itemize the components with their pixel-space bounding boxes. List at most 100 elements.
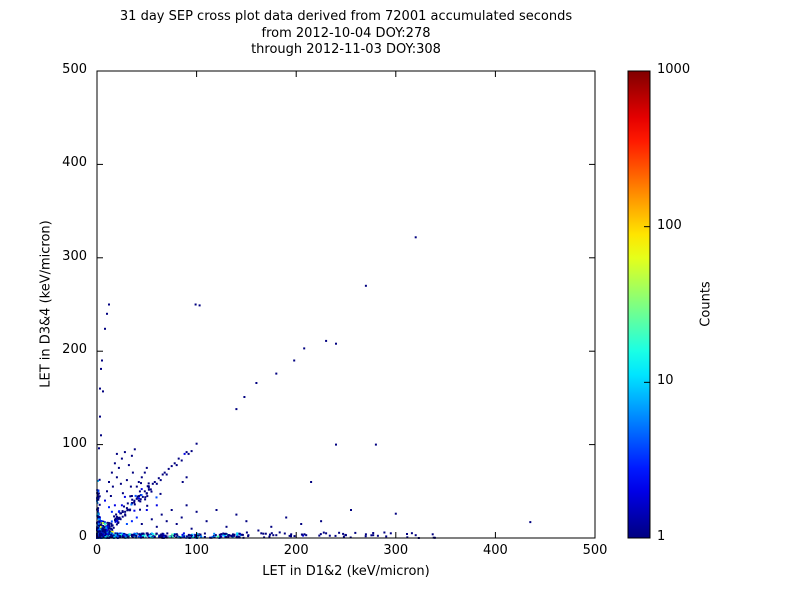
data-point [128,533,131,536]
data-point [98,495,101,498]
data-point [98,447,100,450]
data-point [238,532,241,535]
data-point [334,534,337,537]
data-point [119,532,122,535]
data-point [138,490,141,493]
chart-title: 31 day SEP cross plot data derived from … [119,9,573,24]
data-point [195,510,198,513]
data-point [137,481,140,483]
data-point [137,499,140,502]
data-point [164,535,167,538]
data-point [97,498,100,501]
data-point [102,525,105,527]
data-point [205,520,208,523]
data-point [163,471,166,474]
data-point [161,473,164,476]
data-point [102,536,105,539]
data-point [155,482,158,485]
data-point [123,505,125,508]
data-point [414,534,417,537]
data-point [219,535,222,538]
data-point [303,347,306,350]
data-point [260,532,263,535]
data-point [160,533,163,536]
data-point [114,519,117,522]
data-point [224,532,227,535]
data-point [142,536,144,539]
data-point [303,533,306,536]
data-point [120,532,123,535]
data-point [113,504,116,507]
data-point [301,533,304,536]
data-point [116,532,119,535]
data-point [97,496,100,499]
data-point [180,516,183,519]
data-point [137,535,140,538]
data-point [150,518,153,521]
data-point [130,503,133,506]
data-point [104,531,107,534]
data-point [185,504,188,507]
data-point [97,530,100,533]
data-point [155,496,158,499]
data-point [118,517,120,520]
data-point [139,500,142,503]
data-point [116,533,118,536]
data-point [126,502,129,505]
data-point [135,533,138,535]
data-point [110,520,113,523]
data-point [195,442,198,445]
data-point [108,530,111,533]
data-point [122,533,125,536]
data-point [171,533,174,536]
data-point [120,457,123,460]
data-point [245,520,248,523]
data-point [257,529,260,532]
data-point [99,387,101,390]
data-point [183,452,186,455]
data-point [158,534,161,537]
data-point [275,534,278,537]
data-point [374,443,377,446]
data-point [160,513,163,516]
data-point [194,303,197,306]
data-point [135,497,138,500]
data-point [97,516,100,518]
data-point [325,532,328,535]
x-tick-label: 400 [482,543,508,558]
data-point [529,521,532,524]
data-point [135,534,138,537]
data-point [98,520,101,523]
data-point [96,517,99,520]
data-point [98,529,101,532]
data-point [104,522,107,525]
data-point [213,532,216,535]
data-point [97,526,100,529]
data-point [106,312,108,315]
data-point [191,535,193,538]
chart-subtitle-1: from 2012-10-04 DOY:278 [261,26,431,41]
data-point [109,495,112,497]
data-point [106,521,109,524]
data-point [97,492,100,495]
data-point [119,535,121,538]
data-point [146,504,149,507]
data-point [154,533,157,536]
y-tick-label: 200 [62,342,87,358]
data-point [214,534,217,537]
data-point [112,534,115,537]
data-point [103,521,106,524]
data-point [406,533,408,535]
data-point [121,492,124,495]
data-point [115,519,118,522]
data-point [328,534,331,537]
colorbar-tick-label: 1 [657,529,666,544]
data-point [320,520,323,523]
data-point [98,478,101,481]
data-point [108,524,110,527]
data-point [100,526,103,528]
data-point [170,465,173,468]
data-point [175,523,178,525]
data-point [126,535,129,538]
data-point [104,528,107,531]
